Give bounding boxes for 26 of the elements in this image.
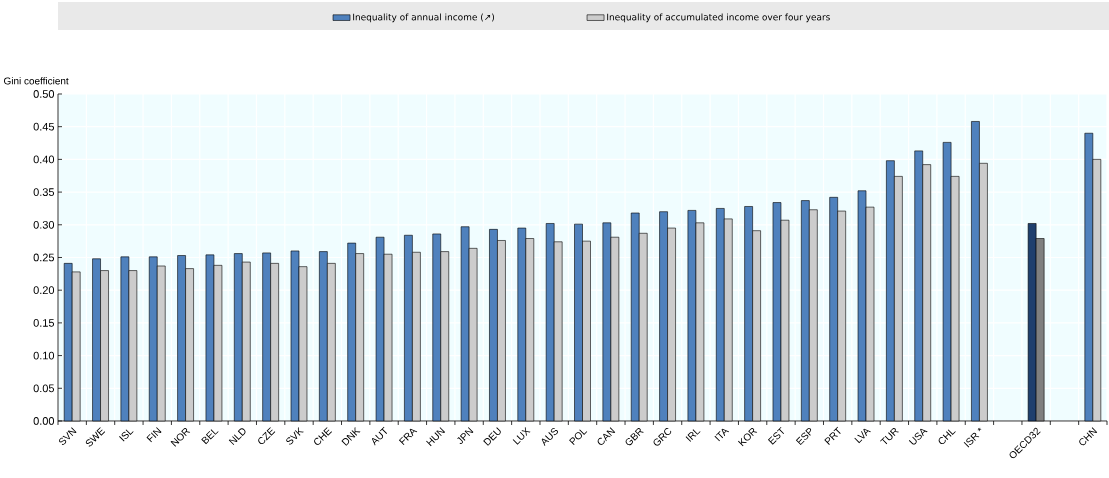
x-tick-label: ISL bbox=[119, 429, 134, 442]
y-tick-label: 0.25 bbox=[33, 253, 55, 262]
y-tick-label: 0.30 bbox=[33, 220, 55, 229]
x-tick-label: USA bbox=[908, 428, 928, 445]
x-tick-label: POL bbox=[569, 429, 588, 446]
legend-label: Inequality of annual income (↗) bbox=[353, 13, 495, 23]
y-tick-label: 0.35 bbox=[33, 188, 55, 196]
y-tick-label: 0.50 bbox=[33, 90, 55, 98]
x-tick-label: BEL bbox=[201, 429, 219, 445]
y-axis-title: Gini coefficient bbox=[4, 77, 69, 85]
x-tick-label: TUR bbox=[880, 427, 899, 445]
y-tick-label: 0.40 bbox=[33, 155, 55, 164]
x-tick-label: ISR * bbox=[963, 427, 982, 448]
y-tick-label: 0.15 bbox=[33, 319, 55, 327]
y-tick-label: 0.00 bbox=[33, 417, 55, 425]
legend-label: Inequality of accumulated income over four years bbox=[607, 13, 830, 23]
x-tick-label: LVA bbox=[854, 428, 871, 444]
y-tick-label: 0.20 bbox=[33, 286, 55, 295]
x-tick-label: FIN bbox=[146, 427, 162, 443]
x-tick-label: CHL bbox=[938, 429, 956, 445]
x-tick-label: IRL bbox=[685, 429, 701, 442]
y-tick-label: 0.45 bbox=[33, 122, 55, 131]
x-tick-label: ITA bbox=[714, 428, 730, 442]
y-tick-label: 0.10 bbox=[33, 351, 55, 360]
y-tick-label: 0.05 bbox=[33, 384, 55, 393]
x-tick-label: FRA bbox=[398, 428, 418, 446]
